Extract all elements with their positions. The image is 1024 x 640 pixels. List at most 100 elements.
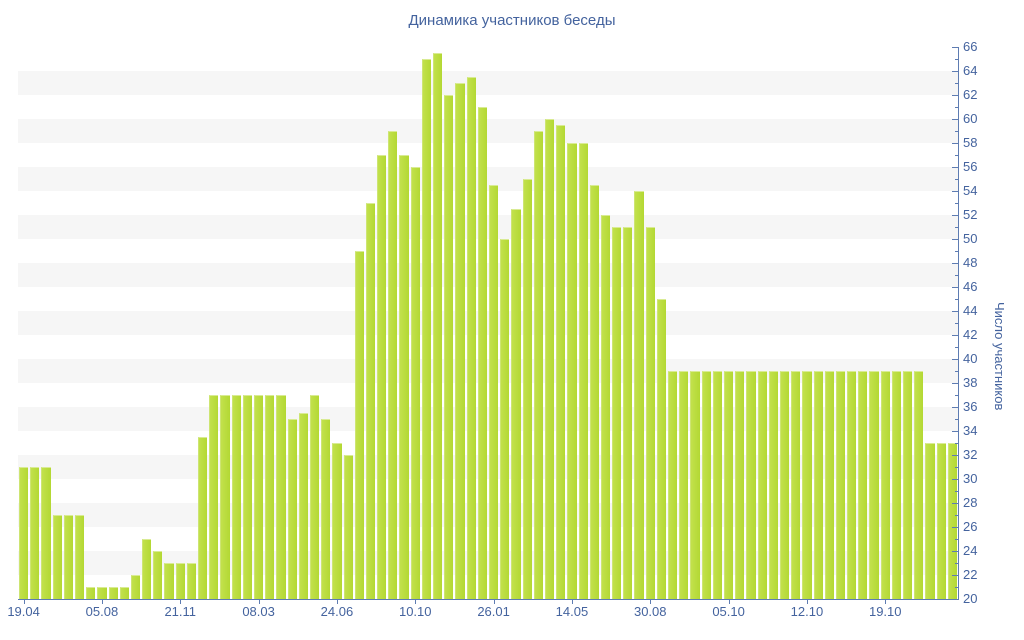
bar[interactable] bbox=[701, 371, 711, 599]
bar[interactable] bbox=[198, 437, 208, 599]
y-axis-tick bbox=[955, 275, 958, 276]
bar[interactable] bbox=[276, 395, 286, 599]
bar[interactable] bbox=[578, 143, 588, 599]
bar[interactable] bbox=[813, 371, 823, 599]
bar[interactable] bbox=[735, 371, 745, 599]
bar[interactable] bbox=[455, 83, 465, 599]
bar[interactable] bbox=[612, 227, 622, 599]
bar[interactable] bbox=[656, 299, 667, 599]
bar[interactable] bbox=[556, 125, 566, 599]
y-axis-label: 56 bbox=[963, 159, 978, 174]
bar[interactable] bbox=[533, 131, 543, 599]
bar[interactable] bbox=[119, 587, 129, 599]
bar[interactable] bbox=[30, 467, 40, 599]
y-axis-label: 60 bbox=[963, 111, 978, 126]
bar[interactable] bbox=[287, 419, 297, 599]
bar[interactable] bbox=[209, 395, 219, 599]
bar[interactable] bbox=[567, 143, 577, 599]
bar[interactable] bbox=[220, 395, 230, 599]
bar[interactable] bbox=[421, 59, 432, 599]
y-axis-label: 58 bbox=[963, 135, 978, 150]
y-axis-tick bbox=[955, 227, 958, 228]
bar[interactable] bbox=[645, 227, 655, 599]
bar[interactable] bbox=[746, 371, 756, 599]
bar[interactable] bbox=[74, 515, 85, 599]
bar[interactable] bbox=[63, 515, 73, 599]
bar[interactable] bbox=[130, 575, 141, 599]
bar[interactable] bbox=[690, 371, 700, 599]
bar[interactable] bbox=[947, 443, 957, 599]
bar[interactable] bbox=[914, 371, 924, 599]
bar[interactable] bbox=[903, 371, 913, 599]
bar[interactable] bbox=[466, 77, 476, 599]
bar[interactable] bbox=[354, 251, 364, 599]
bar[interactable] bbox=[835, 371, 846, 599]
bar[interactable] bbox=[589, 185, 599, 599]
bar[interactable] bbox=[321, 419, 331, 599]
y-axis-tick bbox=[952, 359, 958, 360]
bar[interactable] bbox=[869, 371, 879, 599]
bar[interactable] bbox=[175, 563, 185, 599]
bar[interactable] bbox=[309, 395, 320, 599]
bar[interactable] bbox=[265, 395, 275, 599]
bar[interactable] bbox=[522, 179, 532, 599]
bar[interactable] bbox=[153, 551, 163, 599]
bar[interactable] bbox=[365, 203, 376, 599]
y-axis-tick bbox=[952, 383, 958, 384]
bar[interactable] bbox=[242, 395, 252, 599]
bar[interactable] bbox=[86, 587, 96, 599]
bar[interactable] bbox=[623, 227, 633, 599]
bar[interactable] bbox=[500, 239, 510, 599]
bar[interactable] bbox=[936, 443, 946, 599]
bar[interactable] bbox=[231, 395, 241, 599]
bar[interactable] bbox=[41, 467, 51, 599]
bar[interactable] bbox=[298, 413, 308, 599]
bar[interactable] bbox=[679, 371, 689, 599]
y-axis-label: 24 bbox=[963, 543, 978, 558]
bar[interactable] bbox=[388, 131, 398, 599]
bar[interactable] bbox=[824, 371, 834, 599]
bar[interactable] bbox=[444, 95, 454, 599]
bar[interactable] bbox=[858, 371, 868, 599]
bar[interactable] bbox=[757, 371, 767, 599]
x-axis-label: 24.06 bbox=[320, 604, 354, 619]
bar[interactable] bbox=[399, 155, 409, 599]
bar[interactable] bbox=[802, 371, 812, 599]
bar[interactable] bbox=[186, 563, 197, 599]
bar[interactable] bbox=[600, 215, 611, 599]
bar[interactable] bbox=[343, 455, 353, 599]
bar[interactable] bbox=[410, 167, 420, 599]
x-axis-label: 21.11 bbox=[164, 604, 197, 619]
bar[interactable] bbox=[791, 371, 801, 599]
bar[interactable] bbox=[489, 185, 499, 599]
bar[interactable] bbox=[254, 395, 264, 599]
bar[interactable] bbox=[544, 119, 555, 599]
bar[interactable] bbox=[108, 587, 118, 599]
bar[interactable] bbox=[142, 539, 152, 599]
bar[interactable] bbox=[477, 107, 487, 599]
bar[interactable] bbox=[768, 371, 778, 599]
bar[interactable] bbox=[332, 443, 342, 599]
bar[interactable] bbox=[433, 53, 443, 599]
bar[interactable] bbox=[97, 587, 107, 599]
bar[interactable] bbox=[377, 155, 387, 599]
bar[interactable] bbox=[634, 191, 644, 599]
bar[interactable] bbox=[891, 371, 902, 599]
bar[interactable] bbox=[19, 467, 29, 599]
bar[interactable] bbox=[724, 371, 734, 599]
bar[interactable] bbox=[925, 443, 935, 599]
bar[interactable] bbox=[164, 563, 174, 599]
x-axis-tick bbox=[415, 600, 417, 604]
y-axis-tick bbox=[955, 539, 958, 540]
x-axis-tick bbox=[650, 600, 652, 604]
bar[interactable] bbox=[511, 209, 521, 599]
y-axis-tick bbox=[955, 299, 958, 300]
bar[interactable] bbox=[847, 371, 857, 599]
bar[interactable] bbox=[52, 515, 62, 599]
bar[interactable] bbox=[668, 371, 678, 599]
y-axis-tick bbox=[952, 335, 958, 336]
y-axis-tick bbox=[952, 71, 958, 72]
bar[interactable] bbox=[712, 371, 722, 599]
bar[interactable] bbox=[779, 371, 790, 599]
bar[interactable] bbox=[880, 371, 890, 599]
